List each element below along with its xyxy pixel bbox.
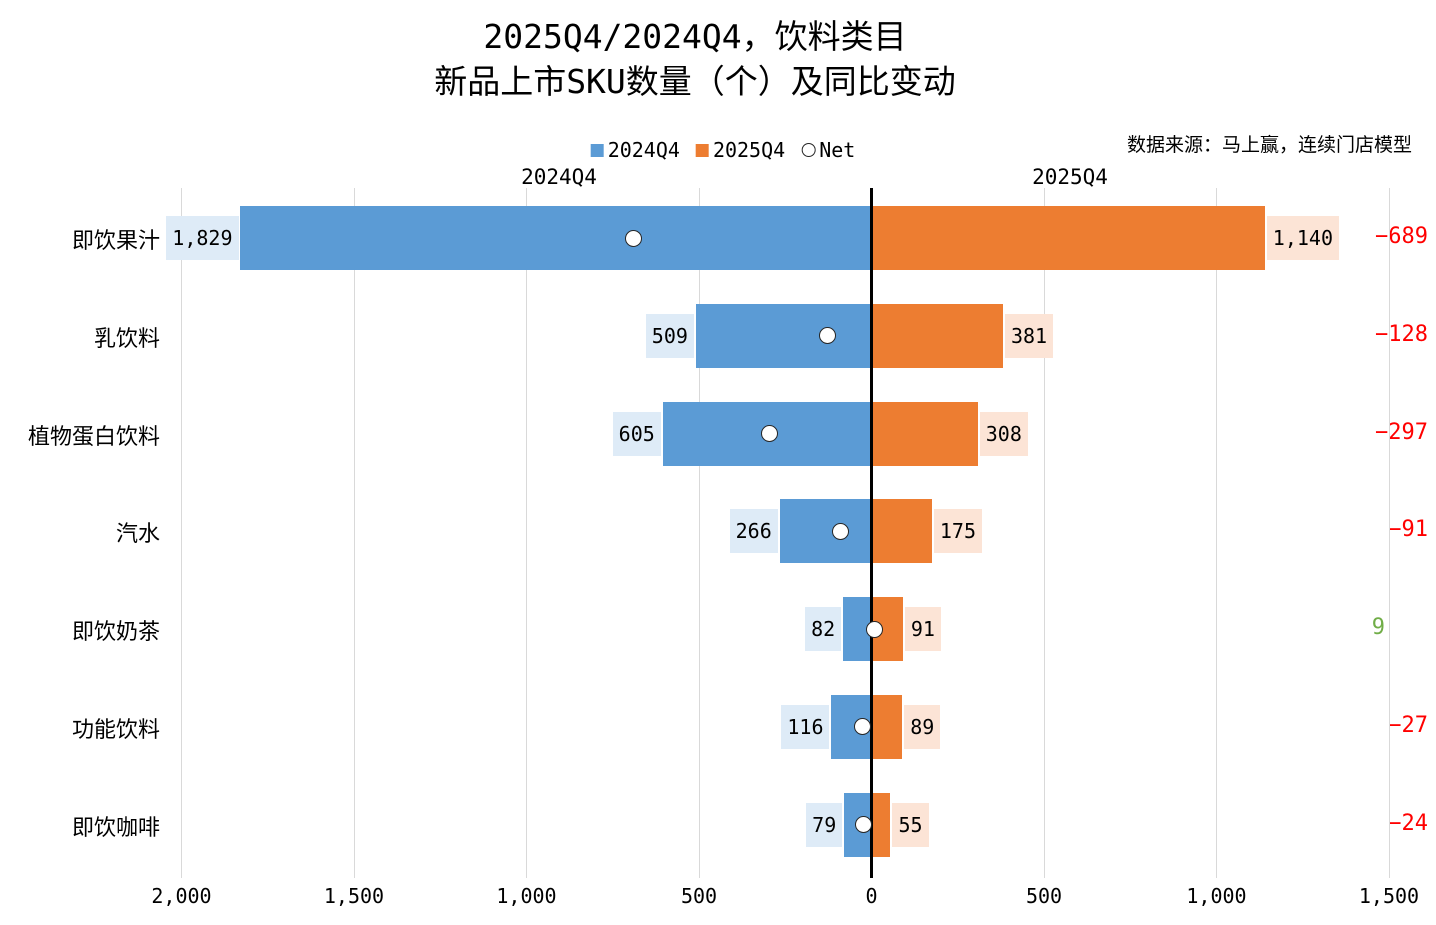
category-label: 植物蛋白饮料 — [27, 423, 160, 449]
gridline — [353, 188, 355, 878]
category-label: 即饮咖啡 — [71, 814, 160, 840]
bar-2024q4 — [240, 206, 872, 270]
value-label-2025q4: 175 — [933, 509, 982, 554]
value-label-2025q4: 55 — [892, 802, 929, 847]
value-label-2024q4: 509 — [645, 313, 694, 358]
x-axis-tick-label: 1,500 — [1358, 884, 1420, 908]
net-value-label: −91 — [1388, 517, 1428, 543]
legend-item-2025q4: 2025Q4 — [695, 138, 786, 162]
net-marker-icon — [760, 425, 778, 442]
net-value-label: −689 — [1375, 224, 1428, 249]
bar-2025q4 — [871, 499, 932, 564]
legend-swatch-2024q4-icon — [590, 143, 604, 157]
net-marker-icon — [866, 620, 884, 638]
category-label: 即饮奶茶 — [71, 619, 160, 644]
gridline — [526, 188, 527, 878]
gridline — [181, 188, 182, 878]
gridline — [1388, 188, 1390, 878]
gridline — [1216, 188, 1217, 878]
legend: 2024Q4 2025Q4 Net — [590, 138, 855, 162]
net-value-label: −128 — [1375, 321, 1428, 347]
value-label-2024q4: 266 — [729, 509, 778, 554]
chart-subtitle: 新品上市SKU数量（个）及同比变动 — [434, 62, 956, 101]
x-axis-tick-label: 1,000 — [1186, 884, 1247, 908]
net-marker-icon — [625, 229, 643, 247]
net-marker-icon — [853, 718, 871, 736]
category-label: 汽水 — [115, 521, 160, 547]
bar-2024q4 — [779, 499, 872, 564]
bar-2025q4 — [871, 206, 1265, 270]
legend-label-net: Net — [819, 138, 856, 162]
x-axis-tick-label: 0 — [865, 884, 878, 908]
bar-2025q4 — [871, 694, 903, 759]
value-label-2024q4: 605 — [612, 411, 661, 456]
value-label-2025q4: 1,140 — [1266, 216, 1340, 260]
value-label-2025q4: 89 — [904, 704, 941, 749]
value-label-2024q4: 82 — [805, 607, 842, 651]
legend-label-2024q4: 2024Q4 — [607, 138, 680, 162]
net-value-label: −297 — [1375, 419, 1428, 445]
column-header-2025q4: 2025Q4 — [1032, 165, 1108, 189]
value-label-2024q4: 116 — [781, 704, 830, 749]
category-label: 乳饮料 — [93, 325, 160, 351]
value-label-2025q4: 381 — [1004, 313, 1054, 358]
value-label-2024q4: 1,829 — [166, 216, 239, 260]
chart-title-block: 2025Q4/2024Q4，饮料类目 新品上市SKU数量（个）及同比变动 — [0, 14, 1390, 104]
category-label: 即饮果汁 — [71, 228, 160, 253]
value-label-2025q4: 91 — [904, 607, 941, 651]
gridline — [698, 188, 700, 878]
legend-item-net: Net — [801, 138, 855, 162]
net-marker-icon — [831, 522, 849, 540]
legend-swatch-2025q4-icon — [695, 143, 709, 157]
net-value-label: −24 — [1388, 810, 1428, 836]
bar-2024q4 — [695, 303, 872, 368]
net-value-label: −27 — [1388, 712, 1428, 738]
bar-2025q4 — [871, 792, 891, 857]
net-value-label: 9 — [1371, 615, 1385, 640]
category-label: 功能饮料 — [71, 716, 160, 742]
legend-net-circle-icon — [801, 143, 816, 157]
chart-title: 2025Q4/2024Q4，饮料类目 — [483, 17, 907, 56]
legend-label-2025q4: 2025Q4 — [712, 138, 786, 162]
bar-2025q4 — [871, 303, 1003, 368]
x-axis-tick-label: 500 — [680, 884, 718, 908]
gridline — [1043, 188, 1045, 878]
x-axis-tick-label: 1,500 — [323, 884, 385, 908]
data-source-note: 数据来源：马上赢，连续门店模型 — [1126, 135, 1412, 156]
net-marker-icon — [818, 327, 836, 345]
zero-axis-line — [870, 188, 873, 878]
value-label-2024q4: 79 — [806, 802, 843, 847]
legend-item-2024q4: 2024Q4 — [590, 138, 680, 162]
column-header-2024q4: 2024Q4 — [521, 165, 597, 189]
value-label-2025q4: 308 — [979, 411, 1028, 456]
net-marker-icon — [854, 816, 872, 833]
bar-2025q4 — [871, 401, 978, 466]
x-axis-tick-label: 500 — [1025, 884, 1063, 908]
x-axis-tick-label: 1,000 — [496, 884, 557, 908]
x-axis-tick-label: 2,000 — [151, 884, 212, 908]
